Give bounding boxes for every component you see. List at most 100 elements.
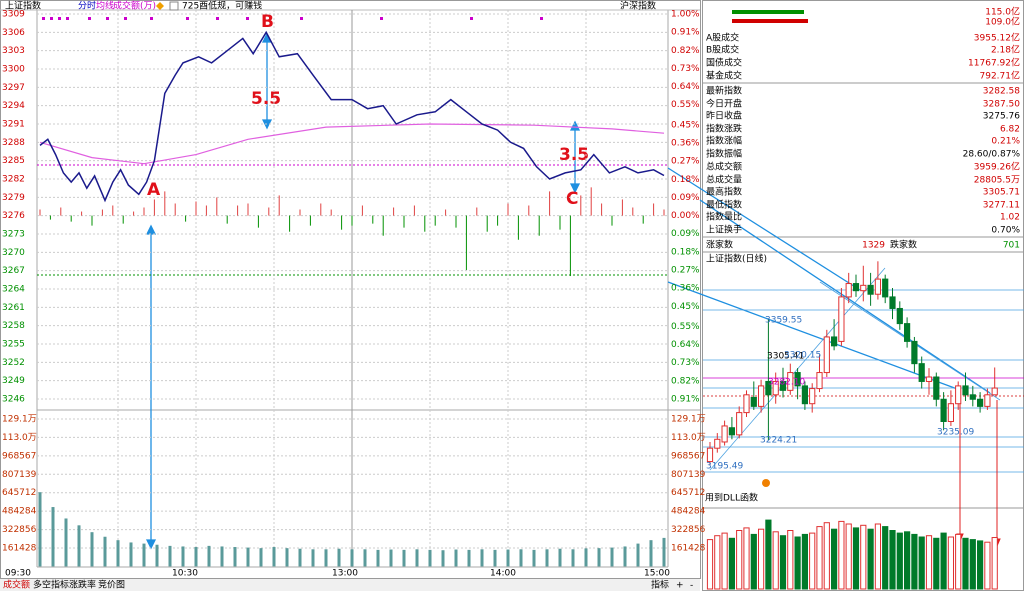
price-label: 3282.10 — [768, 378, 805, 388]
tab[interactable]: 涨跌率 — [69, 579, 96, 591]
volume-bar — [298, 548, 302, 567]
volume-bar — [168, 545, 172, 567]
candle-body — [750, 396, 757, 407]
volume-bar — [415, 549, 419, 567]
row-value: 3305.71 — [983, 188, 1020, 198]
price-tick-label: 3252 — [2, 358, 25, 368]
volume-bar — [480, 549, 484, 567]
volume-tick-label: 161428 — [2, 544, 37, 554]
pct-tick-label: 0.00% — [671, 211, 700, 221]
row-value: 3955.12亿 — [974, 32, 1020, 44]
candle-body — [969, 394, 976, 400]
price-line — [39, 30, 665, 203]
button[interactable]: 指标 — [651, 579, 669, 591]
candle-body — [816, 372, 823, 390]
candle-body — [845, 283, 852, 298]
price-tick-label: 3300 — [2, 65, 25, 75]
daily-volume-bar — [991, 537, 998, 590]
price-tick-label: 3249 — [2, 376, 25, 386]
price-tick-label: 3273 — [2, 230, 25, 240]
candle-body — [977, 398, 984, 407]
daily-title: 上证指数(日线) — [706, 253, 767, 265]
daily-volume-bar — [867, 528, 874, 590]
pct-tick-label: 0.36% — [671, 284, 700, 294]
pct-tick-label: 0.18% — [671, 175, 700, 185]
volume-bar — [142, 543, 146, 567]
volume-bar — [532, 549, 536, 567]
volume-tick-label: 129.1万 — [671, 415, 706, 425]
candle-body — [831, 336, 838, 347]
candle-body — [706, 447, 714, 463]
volume-bar — [181, 546, 185, 567]
pct-tick-label: 0.73% — [671, 64, 700, 74]
candle-body — [962, 385, 969, 396]
volume-bar — [545, 549, 549, 567]
row-value: 0.21% — [991, 137, 1020, 147]
tab[interactable]: 多空指标 — [33, 579, 69, 591]
daily-volume-bar — [714, 535, 721, 590]
daily-volume-bar — [772, 531, 779, 590]
volume-bar — [233, 547, 237, 567]
index-name: 上证指数 — [5, 0, 41, 12]
volume-bar — [337, 548, 341, 567]
row-value: 6.82 — [1000, 125, 1020, 135]
row-value: 2.18亿 — [991, 44, 1020, 56]
row-value: 792.71亿 — [980, 70, 1021, 82]
candle-body — [779, 380, 787, 391]
volume-tick-label: 645712 — [671, 488, 705, 498]
volume-bar — [220, 546, 224, 567]
button[interactable]: - — [690, 581, 693, 591]
daily-volume-bar — [904, 531, 911, 590]
price-tick-label: 3255 — [2, 340, 25, 350]
price-label: 3359.55 — [765, 316, 802, 326]
volume-bar — [246, 547, 250, 567]
daily-volume-bar — [918, 536, 925, 590]
candle-body — [889, 296, 896, 309]
volume-bar — [493, 549, 497, 567]
pct-tick-label: 0.82% — [671, 46, 700, 56]
button[interactable]: + — [676, 581, 684, 591]
price-tick-label: 3258 — [2, 321, 25, 331]
row-label: 国债成交 — [706, 57, 742, 69]
bar-value: 109.0亿 — [985, 16, 1020, 28]
market[interactable]: 沪深指数 — [620, 0, 656, 12]
view-tab[interactable]: 分时 — [78, 0, 96, 12]
daily-volume-bar — [969, 539, 976, 590]
volume-bar — [428, 549, 432, 567]
volume-bar — [324, 549, 328, 567]
row-value: 3277.11 — [983, 201, 1020, 211]
candle-body — [728, 427, 735, 436]
row-label: 总成交量 — [706, 174, 742, 186]
price-tick-label: 3282 — [2, 175, 25, 185]
legend-item: 均线 — [96, 0, 114, 12]
price-tick-label: 3294 — [2, 101, 25, 111]
price-tick-label: 3246 — [2, 395, 25, 405]
daily-volume-bar — [984, 541, 991, 590]
time-label: 15:00 — [644, 569, 670, 579]
volume-tick-label: 129.1万 — [2, 415, 37, 425]
volume-tick-label: 322856 — [2, 525, 37, 535]
daily-volume-bar — [889, 530, 896, 590]
volume-bar — [623, 546, 627, 567]
volume-bar — [103, 536, 107, 567]
label: 涨家数 — [706, 239, 733, 251]
pct-tick-label: 0.82% — [671, 376, 700, 386]
volume-bar — [259, 548, 263, 567]
tab[interactable]: 竞价图 — [98, 579, 125, 591]
volume-bar — [662, 537, 666, 567]
notice[interactable]: 725酉低规，可赚钱 — [182, 0, 262, 12]
daily-volume-bar — [925, 535, 933, 590]
intraday-frame — [0, 0, 701, 579]
value: 701 — [1003, 241, 1020, 251]
price-tick-label: 3309 — [2, 10, 25, 20]
candle-body — [904, 323, 911, 342]
price-tick-label: 3264 — [2, 285, 25, 295]
daily-volume-bar — [874, 523, 881, 590]
value: 1329 — [862, 241, 885, 251]
daily-volume-bar — [721, 532, 728, 590]
volume-tick-label: 807139 — [671, 470, 706, 480]
pct-tick-label: 0.09% — [671, 229, 700, 239]
tab[interactable]: 成交额 — [3, 579, 30, 591]
volume-bar — [155, 544, 159, 567]
